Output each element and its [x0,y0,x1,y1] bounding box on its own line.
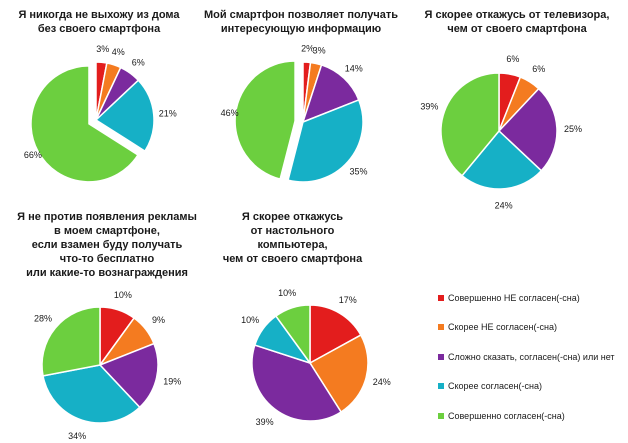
slice-data-label: 28% [34,313,52,323]
pie-slice [30,65,139,183]
slice-data-label: 14% [345,64,363,74]
slice-data-label: 6% [532,64,545,74]
legend-label: Совершенно согласен(-сна) [448,410,565,421]
slice-data-label: 66% [24,150,42,160]
slice-data-label: 10% [241,315,259,325]
slice-data-label: 6% [506,54,519,64]
pie-slice [309,304,362,365]
legend: Совершенно НЕ согласен(-сна) Скорее НЕ с… [438,283,626,431]
chart-title-1: Я никогда не выхожу из дома без своего с… [18,9,180,35]
legend-swatch-icon [438,383,444,390]
legend-item-strongly-agree: Совершенно согласен(-сна) [438,401,626,431]
slice-data-label: 3% [313,45,326,55]
legend-item-hard-to-say: Сложно сказать, согласен(-сна) или нет [438,342,626,372]
pie-slice [301,63,360,124]
legend-swatch-icon [438,324,444,331]
pie-slice [308,334,369,414]
legend-label: Совершенно НЕ согласен(-сна) [448,292,580,303]
slice-data-label: 2% [301,44,314,54]
chart-title-4: Я не против появления рекламы в моем сма… [17,211,197,279]
slice-data-label: 10% [114,290,132,300]
slice-data-label: 4% [112,47,125,57]
legend-label: Скорее согласен(-сна) [448,381,542,392]
slice-data-label: 34% [68,431,86,441]
chart-title-3: Я скорее откажусь от телевизора, чем от … [424,9,610,35]
pie-slice [440,72,500,177]
legend-swatch-icon [438,412,444,419]
slice-data-label: 17% [339,295,357,305]
pie-slice [98,342,159,409]
legend-swatch-icon [438,353,444,360]
legend-swatch-icon [438,294,444,301]
slice-data-label: 10% [278,288,296,298]
pie-slice [497,87,558,172]
slice-data-label: 39% [420,101,438,111]
chart-title-2: Мой смартфон позволяет получать интересу… [203,9,399,35]
slice-data-label: 24% [495,200,513,210]
pie-slice [41,306,101,377]
pie-slice [251,344,343,422]
slice-data-label: 39% [256,417,274,427]
pie-slice [234,60,296,181]
pie-slice [460,129,543,190]
legend-item-rather-disagree: Скорее НЕ согласен(-сна) [438,313,626,343]
legend-item-rather-agree: Скорее согласен(-сна) [438,372,626,402]
slice-data-label: 19% [163,377,181,387]
pie-slice [287,98,364,183]
slice-data-label: 35% [349,166,367,176]
legend-label: Скорее НЕ согласен(-сна) [448,322,557,333]
slice-data-label: 24% [373,377,391,387]
pie-slice [94,79,155,153]
pie-slice [274,304,311,366]
pie-slice [42,364,141,424]
legend-item-strongly-disagree: Совершенно НЕ согласен(-сна) [438,283,626,313]
slice-data-label: 25% [564,124,582,134]
chart-title-5: Я скорее откажусь от настольного компьют… [222,211,363,265]
legend-label: Сложно сказать, согласен(-сна) или нет [448,351,615,362]
slice-data-label: 46% [221,108,239,118]
slice-data-label: 3% [96,44,109,54]
slice-data-label: 6% [132,57,145,67]
slice-data-label: 21% [159,109,177,119]
slice-data-label: 9% [152,315,165,325]
